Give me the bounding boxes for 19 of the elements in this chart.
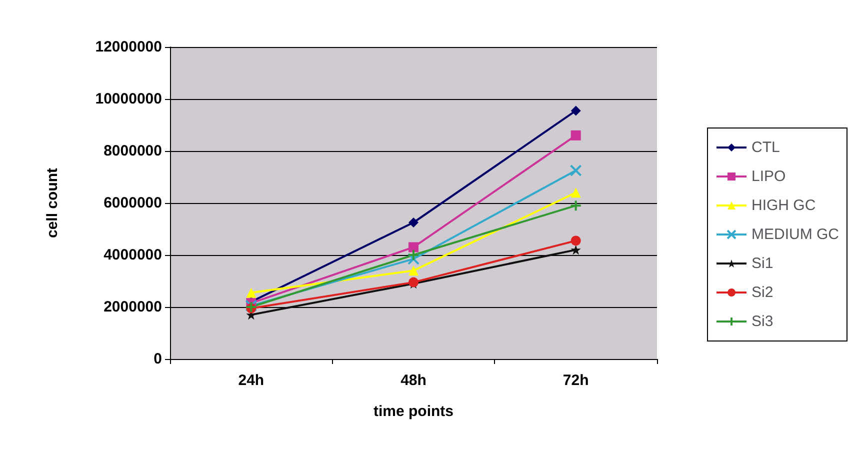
x-tick-label: 24h (238, 372, 264, 389)
y-tick-label: 10000000 (95, 90, 162, 108)
y-tick-label: 6000000 (104, 194, 162, 212)
y-tick-label: 0 (154, 350, 162, 368)
x-tick-label: 48h (400, 372, 426, 389)
y-tick-label: 8000000 (104, 142, 162, 160)
legend-label: MEDIUM GC (752, 226, 840, 243)
x-tick-label: 72h (562, 372, 589, 389)
legend-label: Si3 (752, 313, 774, 330)
y-tick-label: 12000000 (95, 38, 162, 56)
y-tick-label: 4000000 (104, 246, 162, 264)
y-tick-label: 2000000 (104, 298, 162, 316)
x-axis-title: time points (373, 403, 454, 420)
legend-label: Si1 (752, 255, 774, 272)
legend-label: CTL (752, 139, 780, 156)
y-axis-title: cell count (44, 168, 61, 238)
legend-label: Si2 (752, 284, 774, 301)
legend-label: HIGH GC (752, 197, 816, 214)
legend-label: LIPO (752, 168, 786, 185)
